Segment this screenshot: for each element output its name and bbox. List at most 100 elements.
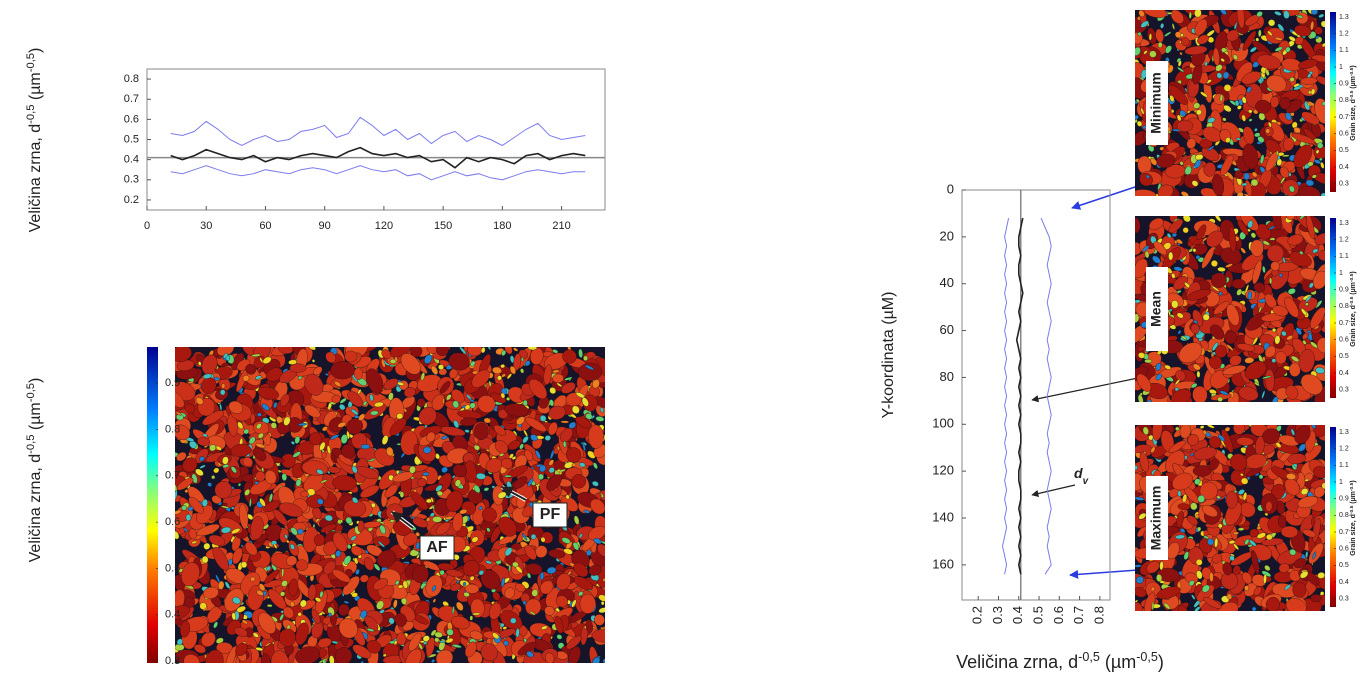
- grain: [1271, 261, 1280, 270]
- grain: [1189, 12, 1192, 19]
- colorbar-title: Grain size, d-0.5 (µm-0.5): [1349, 480, 1358, 555]
- colorbar: [1330, 12, 1336, 192]
- panel-label: Maximum: [1148, 486, 1164, 551]
- colorbar-tick-label: 1: [1339, 479, 1343, 486]
- y-axis-label-part: -0,5: [25, 53, 37, 72]
- colorbar-tick-label: 1: [1339, 64, 1343, 71]
- colorbar: [1330, 218, 1336, 398]
- colorbar-tick-label: 0.4: [1339, 579, 1349, 586]
- y-tick-label: 20: [940, 228, 954, 243]
- grain: [1289, 363, 1300, 377]
- colorbar: [1330, 427, 1336, 607]
- colorbar-tick-label: 1.1: [1339, 253, 1349, 260]
- grain: [504, 475, 512, 477]
- x-axis-label-part: -0,5: [1136, 650, 1158, 664]
- y-tick-label: 0.6: [124, 113, 139, 125]
- grain: [1134, 300, 1140, 304]
- x-tick-label: 60: [259, 220, 271, 232]
- y-tick-label: 140: [932, 509, 954, 524]
- x-tick-label: 150: [434, 220, 452, 232]
- grain: [442, 398, 444, 404]
- series-line: [1003, 218, 1009, 574]
- annotation: PF: [540, 506, 561, 523]
- grain: [1258, 30, 1261, 37]
- y-tick-label: 0.3: [124, 174, 139, 186]
- grain: [1145, 359, 1152, 363]
- colorbar-title-part: -0.5: [1349, 296, 1355, 305]
- colorbar-title-part: Grain size, d: [1350, 305, 1357, 347]
- colorbar-title-part: (µm: [1350, 282, 1357, 297]
- plot-frame: [962, 190, 1110, 600]
- series-line: [171, 117, 586, 145]
- grain: [1266, 534, 1273, 540]
- y-tick-label: 0.8: [124, 73, 139, 85]
- y-tick-label: 40: [940, 275, 954, 290]
- y-tick-label: 120: [932, 463, 954, 478]
- grain: [1269, 278, 1272, 284]
- colorbar-tick-label: 0.6: [1339, 131, 1349, 138]
- grain: [521, 357, 524, 361]
- colorbar-title-part: Grain size, d: [1350, 99, 1357, 141]
- y-tick-label: 160: [932, 556, 954, 571]
- colorbar-tick-label: 1.2: [1339, 446, 1349, 453]
- y-tick-label: 60: [940, 322, 954, 337]
- colorbar-tick-label: 1.2: [1339, 31, 1349, 38]
- colorbar-tick-label: 0.9: [1339, 81, 1349, 88]
- grain: [322, 659, 326, 665]
- grain: [186, 514, 192, 521]
- grain: [470, 616, 473, 621]
- grain: [540, 572, 544, 580]
- x-tick-label: 0.5: [1030, 606, 1045, 624]
- colorbar-title-part: -0.5: [1349, 67, 1355, 76]
- grain: [354, 368, 363, 380]
- colorbar-tick-label: 0.8: [165, 423, 180, 435]
- y-axis-label: Veličina zrna, d-0,5 (µm-0,5): [25, 378, 44, 563]
- y-axis-label-part: -0,5: [25, 105, 37, 124]
- annotation-arrow: [1032, 485, 1075, 495]
- colorbar-tick-label: 0.4: [1339, 164, 1349, 171]
- colorbar-tick-label: 1.3: [1339, 220, 1349, 227]
- colorbar-tick-label: 1.3: [1339, 429, 1349, 436]
- x-tick-label: 0.6: [1051, 606, 1066, 624]
- colorbar-tick-label: 0.9: [1339, 496, 1349, 503]
- colorbar-tick-label: 0.9: [1339, 287, 1349, 294]
- colorbar-tick-label: 0.3: [1339, 181, 1349, 188]
- colorbar-tick-label: 0.7: [1339, 114, 1349, 121]
- colorbar: [147, 347, 158, 663]
- colorbar-tick-label: 1: [1339, 270, 1343, 277]
- colorbar-title-part: (µm: [1350, 491, 1357, 506]
- y-axis-label-part: Veličina zrna, d: [27, 124, 44, 233]
- grain: [1220, 586, 1224, 588]
- y-axis-label-part: (µm: [27, 402, 44, 434]
- annotation-part: v: [1083, 476, 1089, 487]
- series-line: [1017, 218, 1023, 574]
- grain: [1152, 602, 1154, 611]
- colorbar-tick-label: 0.4: [165, 609, 180, 621]
- grain: [538, 474, 544, 480]
- connector-arrow: [1072, 186, 1138, 208]
- y-tick-label: 0.5: [124, 133, 139, 145]
- grain: [423, 472, 429, 476]
- grain: [601, 601, 604, 605]
- x-tick-label: 210: [552, 220, 570, 232]
- colorbar-title-part: ): [1350, 480, 1357, 482]
- y-axis-label-part: -0,5: [25, 435, 37, 454]
- grain: [1197, 371, 1201, 378]
- grain: [1158, 42, 1162, 48]
- colorbar-tick-label: 0.8: [1339, 303, 1349, 310]
- grain: [1276, 151, 1279, 155]
- x-tick-label: 0.7: [1071, 606, 1086, 624]
- y-tick-label: 0.4: [124, 154, 139, 166]
- x-tick-label: 0.2: [970, 606, 985, 624]
- x-tick-label: 30: [200, 220, 212, 232]
- grain: [1238, 528, 1244, 531]
- y-tick-label: 100: [932, 416, 954, 431]
- grain: [220, 389, 225, 395]
- grain: [1215, 345, 1227, 358]
- colorbar-tick-label: 0.8: [1339, 512, 1349, 519]
- colorbar-tick-label: 0.6: [1339, 337, 1349, 344]
- connector-arrow: [1070, 570, 1138, 575]
- grain: [1310, 594, 1321, 602]
- colorbar-tick-label: 0.3: [1339, 596, 1349, 603]
